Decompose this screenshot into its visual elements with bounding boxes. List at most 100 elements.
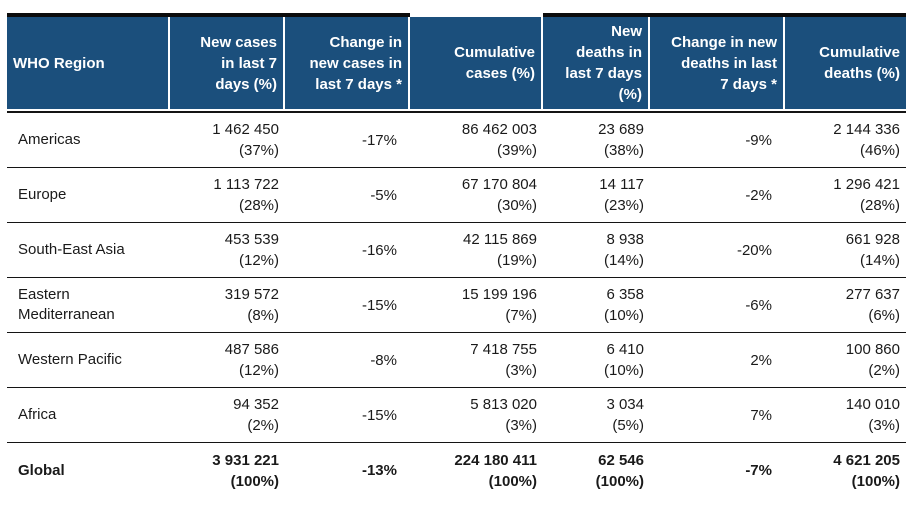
value: 140 010	[845, 396, 900, 413]
table-body: Americas 1 462 450 (37%) -17% 86 462 003…	[7, 111, 906, 498]
cell-change-new-cases: -16%	[361, 241, 397, 259]
cell-cumulative-cases: 7 418 755 (3%)	[410, 333, 543, 387]
cell-cumulative-cases: 224 180 411 (100%)	[410, 443, 543, 498]
percent: (5%)	[612, 417, 644, 434]
value: 23 689	[598, 121, 644, 138]
percent: (37%)	[238, 142, 279, 159]
cell-cumulative-deaths: 2 144 336 (46%)	[785, 113, 906, 167]
cell-change-new-deaths: -20%	[736, 241, 772, 259]
cell-new-cases: 1 462 450 (37%)	[170, 113, 285, 167]
header-cumulative-cases: Cumulative cases (%)	[410, 17, 543, 109]
percent: (19%)	[496, 252, 537, 269]
top-border-left-segment	[7, 13, 410, 17]
cell-cumulative-deaths: 4 621 205 (100%)	[785, 443, 906, 498]
cell-change-new-deaths: -6%	[745, 296, 772, 314]
region-label: Global	[18, 461, 65, 479]
cell-new-cases: 94 352 (2%)	[170, 388, 285, 442]
value: 7 418 755	[470, 341, 537, 358]
cell-change-new-cases: -8%	[370, 351, 397, 369]
cell-new-deaths: 8 938 (14%)	[543, 223, 650, 277]
value: 42 115 869	[463, 231, 537, 248]
percent: (12%)	[238, 252, 279, 269]
region-label: Americas	[18, 131, 81, 148]
percent: (10%)	[603, 307, 644, 324]
value: 67 170 804	[461, 176, 537, 193]
table-row-south-east-asia: South-East Asia 453 539 (12%) -16% 42 11…	[7, 223, 906, 278]
cell-new-cases: 1 113 722 (28%)	[170, 168, 285, 222]
value: 1 296 421	[833, 176, 900, 193]
region-label: Western Pacific	[18, 351, 122, 368]
value: 62 546	[598, 451, 644, 469]
header-who-region: WHO Region	[7, 17, 170, 109]
cell-change-new-deaths: -9%	[745, 131, 772, 149]
table-row-europe: Europe 1 113 722 (28%) -5% 67 170 804 (3…	[7, 168, 906, 223]
percent: (3%)	[505, 417, 537, 434]
percent: (100%)	[488, 472, 537, 490]
cell-change-new-deaths: -7%	[745, 462, 772, 479]
table-row-americas: Americas 1 462 450 (37%) -17% 86 462 003…	[7, 113, 906, 168]
table-top-border	[7, 13, 906, 17]
cell-cumulative-cases: 15 199 196 (7%)	[410, 278, 543, 332]
percent: (2%)	[247, 417, 279, 434]
percent: (3%)	[868, 417, 900, 434]
table-header-row: WHO Region New cases in last 7 days (%) …	[7, 17, 906, 109]
cell-cumulative-cases: 42 115 869 (19%)	[410, 223, 543, 277]
percent: (46%)	[859, 142, 900, 159]
cell-new-deaths: 23 689 (38%)	[543, 113, 650, 167]
cell-cumulative-cases: 86 462 003 (39%)	[410, 113, 543, 167]
header-new-deaths: New deaths in last 7 days (%)	[543, 17, 650, 109]
table-row-africa: Africa 94 352 (2%) -15% 5 813 020 (3%) 3…	[7, 388, 906, 443]
table-row-eastern-mediterranean: Eastern Mediterranean 319 572 (8%) -15% …	[7, 278, 906, 333]
value: 224 180 411	[454, 451, 537, 469]
value: 100 860	[845, 341, 900, 358]
value: 6 358	[606, 286, 644, 303]
cell-cumulative-deaths: 277 637 (6%)	[785, 278, 906, 332]
cell-new-deaths: 62 546 (100%)	[543, 443, 650, 498]
header-cumulative-deaths: Cumulative deaths (%)	[819, 44, 900, 82]
cell-new-cases: 319 572 (8%)	[170, 278, 285, 332]
cell-new-cases: 453 539 (12%)	[170, 223, 285, 277]
cell-change-new-deaths: -2%	[745, 186, 772, 204]
cell-cumulative-deaths: 661 928 (14%)	[785, 223, 906, 277]
cell-change-new-deaths: 2%	[750, 351, 772, 369]
cell-new-deaths: 3 034 (5%)	[543, 388, 650, 442]
percent: (28%)	[859, 197, 900, 214]
cell-change-new-deaths: 7%	[750, 406, 772, 424]
value: 94 352	[233, 396, 279, 413]
value: 319 572	[224, 286, 279, 303]
value: 3 931 221	[212, 451, 279, 469]
value: 4 621 205	[833, 451, 900, 469]
percent: (39%)	[496, 142, 537, 159]
value: 5 813 020	[470, 396, 537, 413]
value: 14 117	[599, 176, 644, 193]
cell-change-new-cases: -17%	[361, 131, 397, 149]
percent: (100%)	[851, 472, 900, 490]
value: 661 928	[845, 231, 900, 248]
cell-change-new-cases: -5%	[370, 186, 397, 204]
percent: (6%)	[868, 307, 900, 324]
cell-change-new-cases: -13%	[361, 462, 397, 479]
value: 1 462 450	[212, 121, 279, 138]
table-row-global: Global 3 931 221 (100%) -13% 224 180 411…	[7, 443, 906, 498]
percent: (12%)	[238, 362, 279, 379]
region-label: Eastern Mediterranean	[18, 286, 115, 323]
percent: (100%)	[595, 472, 644, 490]
cell-new-cases: 487 586 (12%)	[170, 333, 285, 387]
region-label: Europe	[18, 186, 67, 203]
percent: (2%)	[868, 362, 900, 379]
percent: (3%)	[505, 362, 537, 379]
cell-change-new-cases: -15%	[361, 406, 397, 424]
percent: (38%)	[603, 142, 644, 159]
cell-new-deaths: 6 410 (10%)	[543, 333, 650, 387]
cell-cumulative-cases: 5 813 020 (3%)	[410, 388, 543, 442]
cell-cumulative-deaths: 1 296 421 (28%)	[785, 168, 906, 222]
region-label: Africa	[18, 406, 57, 423]
cell-change-new-cases: -15%	[361, 296, 397, 314]
percent: (14%)	[859, 252, 900, 269]
cell-new-deaths: 14 117 (23%)	[543, 168, 650, 222]
header-change-new-cases: Change in new cases in last 7 days *	[285, 17, 410, 109]
value: 8 938	[606, 231, 644, 248]
cell-cumulative-cases: 67 170 804 (30%)	[410, 168, 543, 222]
top-border-right-segment	[543, 13, 906, 17]
value: 453 539	[224, 231, 279, 248]
